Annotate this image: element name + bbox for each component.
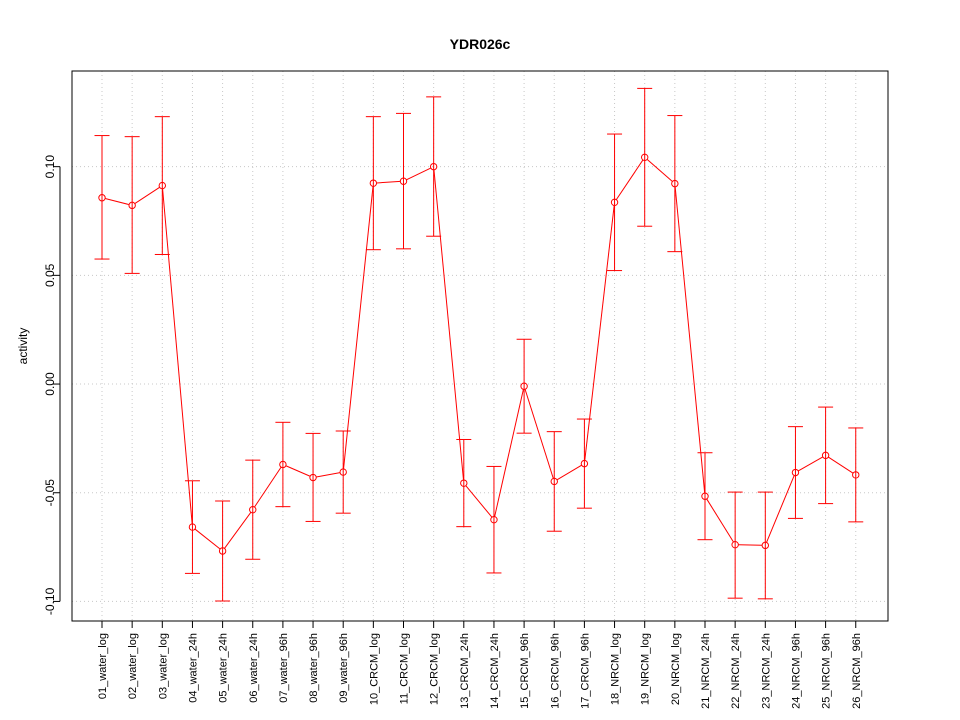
data-point <box>279 460 287 469</box>
data-point <box>399 177 408 185</box>
series-segment <box>134 186 160 205</box>
data-point <box>671 179 679 188</box>
data-point <box>98 194 106 202</box>
x-tick-label: 10_CRCM_log <box>368 633 380 705</box>
series-segment <box>465 485 493 518</box>
data-point <box>852 471 860 479</box>
chart-title: YDR026c <box>450 36 511 52</box>
x-tick-label: 11_CRCM_log <box>399 633 411 704</box>
x-tick-label: 13_CRCM_24h <box>459 633 471 709</box>
y-axis: 0.10 0.05 0.00 -0.05 -0.10 <box>43 155 61 615</box>
y-tick-label: 0.10 <box>43 155 57 179</box>
data-point <box>429 162 438 171</box>
x-tick-label: 06_water_24h <box>248 633 260 703</box>
data-point <box>610 198 619 207</box>
data-point <box>339 468 347 476</box>
series-segment <box>254 466 282 508</box>
series-segment <box>194 528 221 550</box>
x-tick-label: 15_CRCM_96h <box>519 633 531 709</box>
data-point <box>158 181 167 190</box>
data-point <box>821 451 830 460</box>
series-segment <box>738 544 763 546</box>
x-axis: 01_water_log 02_water_log 03_water_log 04_w… <box>97 620 863 709</box>
series-segment <box>556 464 582 481</box>
data-point <box>369 179 378 187</box>
series-segment <box>584 205 615 461</box>
series-segment <box>494 389 524 517</box>
x-tick-label: 09_water_96h <box>338 633 350 703</box>
data-point <box>188 523 197 531</box>
data-point <box>550 477 558 486</box>
x-tick-label: 17_CRCM_96h <box>579 633 591 709</box>
series-segment <box>224 511 252 549</box>
y-tick-label: -0.10 <box>43 587 57 615</box>
x-tick-label: 21_NRCM_24h <box>700 633 712 709</box>
series-segment <box>674 186 706 494</box>
x-tick-label: 12_CRCM_log <box>429 633 441 705</box>
data-point <box>701 492 709 500</box>
data-point <box>218 547 227 555</box>
series-segment <box>104 198 130 206</box>
x-tick-label: 18_NRCM_log <box>610 633 622 705</box>
x-tick-label: 24_NRCM_96h <box>790 633 802 709</box>
y-tick-label: 0.05 <box>43 263 57 287</box>
x-tick-label: 03_water_log <box>157 633 169 699</box>
data-point <box>641 153 649 162</box>
y-axis-label: activity <box>16 328 30 365</box>
x-tick-label: 14_CRCM_24h <box>489 633 501 709</box>
y-tick-label: -0.05 <box>43 479 57 507</box>
data-point <box>460 479 468 487</box>
x-tick-label: 23_NRCM_24h <box>760 633 772 709</box>
grid-lines <box>72 71 888 621</box>
data-point <box>791 468 800 477</box>
series-segment <box>162 188 193 524</box>
series-segment <box>343 186 374 469</box>
data-point <box>580 459 589 468</box>
data-point <box>490 515 498 524</box>
series-segment <box>828 456 854 474</box>
x-tick-label: 05_water_24h <box>218 633 230 703</box>
x-tick-label: 04_water_24h <box>187 633 199 703</box>
x-tick-label: 01_water_log <box>97 633 109 699</box>
series-segment <box>406 167 431 181</box>
series-segment <box>797 456 824 472</box>
y-tick-label: 0.00 <box>43 372 57 396</box>
x-tick-label: 19_NRCM_log <box>640 633 652 705</box>
x-tick-label: 02_water_log <box>127 633 139 699</box>
series-segment <box>646 159 673 182</box>
x-tick-label: 25_NRCM_96h <box>821 633 833 709</box>
series-line-group <box>104 159 854 550</box>
x-tick-label: 20_NRCM_log <box>670 633 682 705</box>
data-point <box>309 473 317 482</box>
data-points-group <box>98 153 860 555</box>
series-segment <box>706 498 734 543</box>
series-segment <box>433 169 464 481</box>
series-segment <box>524 389 554 479</box>
x-tick-label: 16_CRCM_96h <box>549 633 561 709</box>
data-point <box>520 382 528 390</box>
series-segment <box>376 180 401 184</box>
x-tick-label: 22_NRCM_24h <box>730 633 742 709</box>
series-segment <box>615 159 644 200</box>
x-tick-label: 26_NRCM_96h <box>851 633 863 709</box>
x-tick-label: 07_water_96h <box>278 633 290 703</box>
series-segment <box>766 475 795 543</box>
series-segment <box>285 465 311 477</box>
error-bar-group <box>94 87 864 602</box>
data-point <box>731 540 739 549</box>
data-point <box>761 541 769 550</box>
x-tick-label: 08_water_96h <box>308 633 320 703</box>
data-point <box>249 505 257 514</box>
series-segment <box>316 472 341 478</box>
data-point <box>128 201 136 210</box>
